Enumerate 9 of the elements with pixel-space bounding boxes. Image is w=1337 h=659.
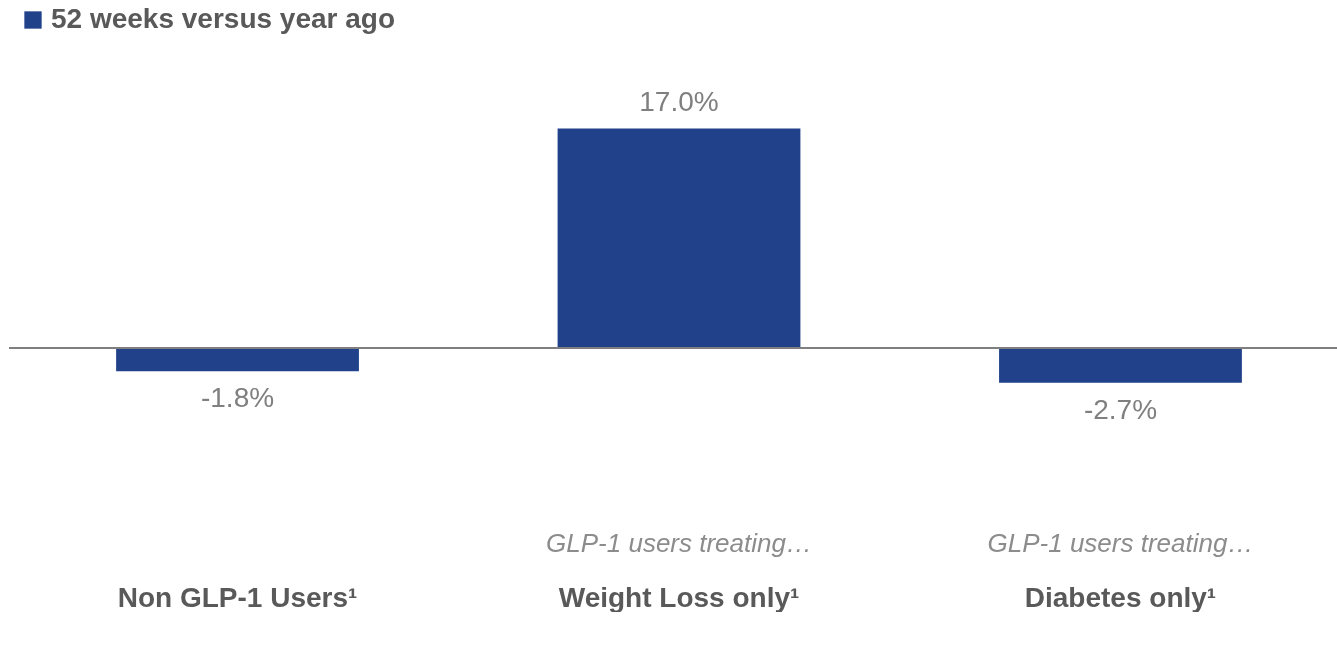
data-label: -2.7% [1083,393,1158,425]
data-label: -1.8% [200,382,275,414]
x-tick-label: Non GLP-1 Users¹ [117,581,358,613]
x-tick-label: Weight Loss only¹ [558,581,800,613]
legend-label: 52 weeks versus year ago [51,3,396,34]
data-label: 17.0% [639,85,719,117]
text: GLP-1 users treating… [987,528,1254,558]
text: GLP-1 users treating… [546,528,812,558]
x-tick-label: Diabetes only¹ [1024,581,1217,613]
